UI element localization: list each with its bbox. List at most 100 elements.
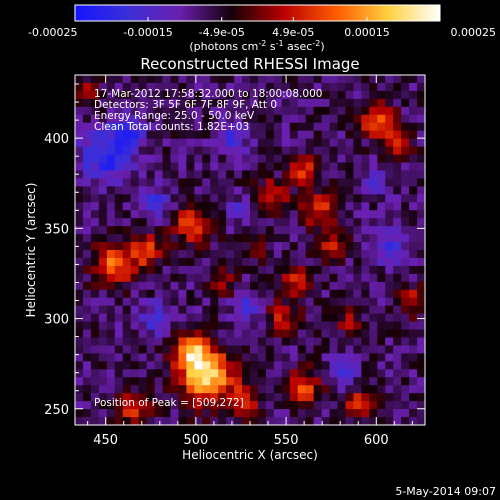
- heatmap-cell: [242, 218, 251, 227]
- heatmap-cell: [329, 257, 339, 267]
- heatmap-cell: [226, 321, 235, 331]
- heatmap-cell: [305, 385, 315, 394]
- heatmap-cell: [417, 194, 425, 203]
- annotation-line: Energy Range: 25.0 - 50.0 keV: [94, 110, 255, 122]
- heatmap-cell: [98, 146, 108, 156]
- heatmap-cell: [82, 146, 92, 156]
- heatmap-cell: [257, 154, 267, 164]
- heatmap-cell: [369, 170, 378, 179]
- heatmap-cell: [130, 369, 140, 378]
- heatmap-cell: [234, 194, 243, 203]
- heatmap-cell: [257, 401, 267, 410]
- heatmap-cell: [122, 313, 132, 323]
- heatmap-cell: [417, 170, 425, 179]
- heatmap-cell: [98, 257, 108, 267]
- heatmap-cell: [202, 194, 211, 203]
- heatmap-cell: [106, 138, 116, 148]
- heatmap-cell: [226, 401, 235, 410]
- heatmap-cell: [265, 122, 275, 132]
- heatmap-cell: [305, 377, 315, 386]
- heatmap-cell: [265, 273, 275, 283]
- heatmap-cell: [98, 194, 108, 203]
- heatmap-cell: [321, 114, 331, 124]
- heatmap-cell: [194, 202, 203, 211]
- heatmap-cell: [186, 82, 195, 92]
- heatmap-cell: [369, 218, 378, 227]
- heatmap-cell: [329, 186, 339, 195]
- heatmap-cells: [75, 75, 425, 425]
- heatmap-cell: [337, 154, 347, 164]
- heatmap-cell: [321, 146, 331, 156]
- heatmap-cell: [122, 417, 132, 425]
- heatmap-cell: [281, 98, 291, 108]
- heatmap-cell: [242, 417, 251, 425]
- heatmap-cell: [122, 345, 132, 354]
- heatmap-cell: [289, 186, 299, 195]
- heatmap-cell: [297, 122, 307, 132]
- heatmap-cell: [106, 289, 116, 299]
- heatmap-cell: [313, 162, 323, 172]
- heatmap-cell: [75, 178, 84, 187]
- heatmap-cell: [130, 305, 140, 315]
- heatmap-cell: [226, 154, 235, 164]
- heatmap-cell: [377, 385, 386, 394]
- heatmap-cell: [250, 361, 259, 370]
- heatmap-cell: [186, 234, 195, 243]
- heatmap-cell: [122, 273, 132, 283]
- heatmap-cell: [114, 106, 124, 116]
- heatmap-cell: [194, 273, 203, 283]
- heatmap-cell: [329, 361, 339, 370]
- heatmap-cell: [218, 194, 227, 203]
- heatmap-cell: [186, 321, 195, 331]
- heatmap-cell: [353, 305, 362, 315]
- heatmap-cell: [122, 361, 132, 370]
- heatmap-cell: [170, 202, 179, 211]
- heatmap-cell: [313, 337, 323, 347]
- heatmap-cell: [114, 194, 124, 203]
- colorbar-tick-label: -4.9e-05: [199, 26, 245, 39]
- heatmap-cell: [202, 409, 211, 418]
- heatmap-cell: [138, 242, 148, 251]
- heatmap-cell: [234, 138, 243, 148]
- heatmap-cell: [353, 218, 362, 227]
- heatmap-cell: [297, 297, 307, 307]
- heatmap-cell: [250, 234, 259, 243]
- heatmap-cell: [98, 202, 108, 211]
- heatmap-cell: [146, 162, 156, 172]
- heatmap-cell: [305, 178, 315, 187]
- heatmap-cell: [194, 242, 203, 251]
- heatmap-cell: [146, 401, 156, 410]
- heatmap-cell: [313, 361, 323, 370]
- heatmap-cell: [75, 337, 84, 347]
- heatmap-cell: [98, 313, 108, 323]
- heatmap-cell: [82, 186, 92, 195]
- heatmap-cell: [337, 234, 347, 243]
- heatmap-cell: [98, 369, 108, 378]
- heatmap-cell: [329, 289, 339, 299]
- heatmap-cell: [170, 321, 179, 331]
- heatmap-cell: [138, 122, 148, 132]
- heatmap-cell: [138, 337, 148, 347]
- heatmap-cell: [186, 114, 195, 124]
- heatmap-cell: [417, 210, 425, 219]
- heatmap-cell: [130, 82, 140, 92]
- heatmap-cell: [154, 409, 164, 418]
- heatmap-cell: [337, 98, 347, 108]
- heatmap-cell: [194, 313, 203, 323]
- heatmap-cell: [377, 210, 386, 219]
- heatmap-cell: [385, 265, 394, 275]
- heatmap-cell: [377, 162, 386, 172]
- heatmap-cell: [114, 401, 124, 410]
- heatmap-cell: [242, 297, 251, 307]
- heatmap-cell: [194, 138, 203, 148]
- heatmap-cell: [417, 305, 425, 315]
- heatmap-cell: [75, 265, 84, 275]
- heatmap-cell: [90, 345, 100, 354]
- heatmap-cell: [337, 186, 347, 195]
- heatmap-cell: [401, 178, 410, 187]
- heatmap-cell: [257, 417, 267, 425]
- heatmap-cell: [361, 75, 370, 84]
- heatmap-cell: [393, 242, 402, 251]
- heatmap-cell: [82, 337, 92, 347]
- heatmap-cell: [385, 329, 394, 339]
